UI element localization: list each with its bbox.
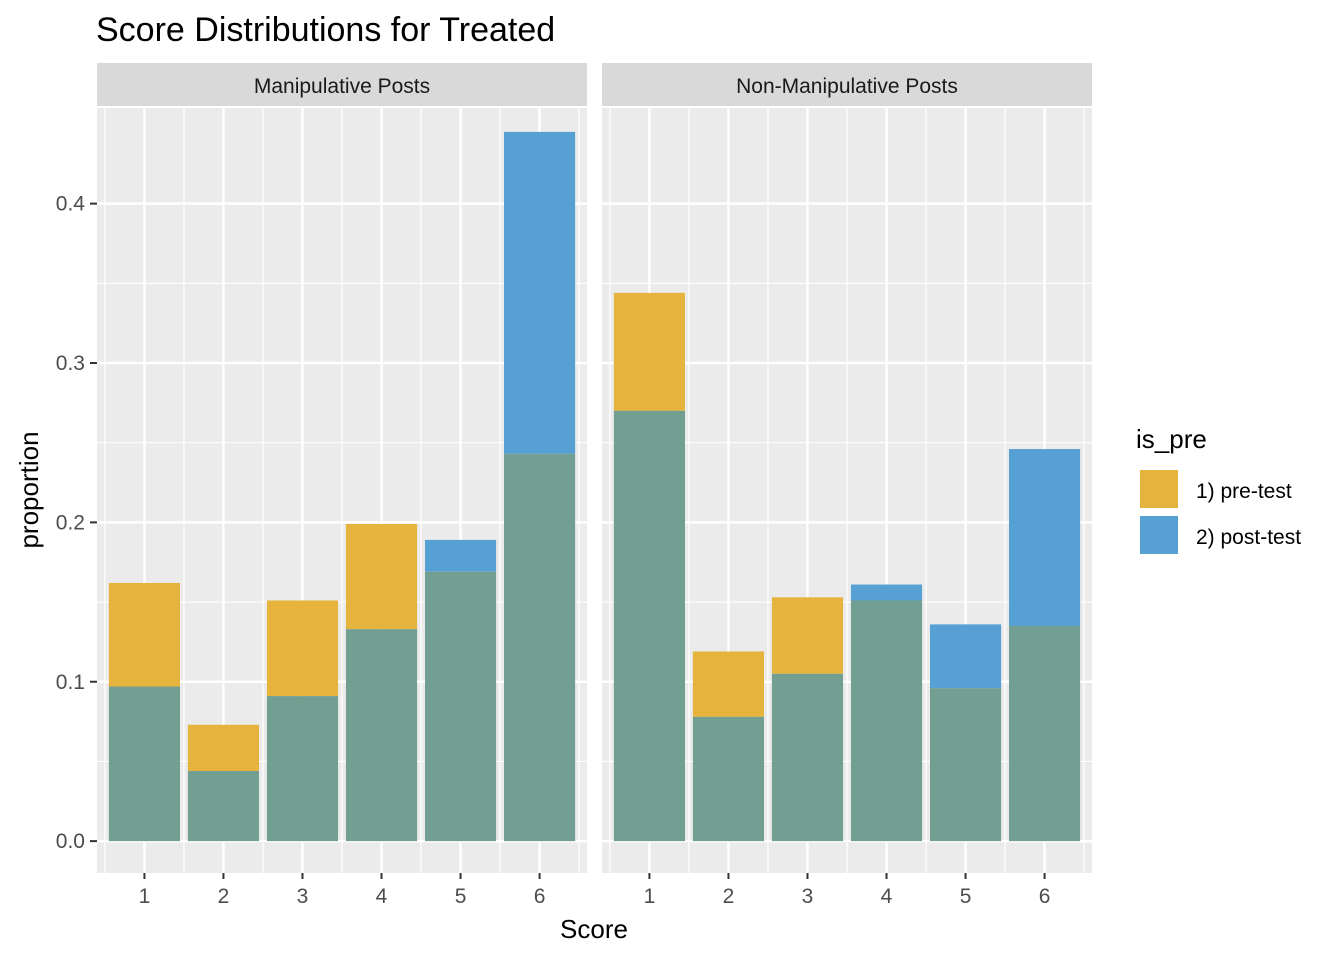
y-tick-label: 0.0 — [56, 830, 85, 853]
bar-overlap — [187, 771, 260, 842]
bar-pre-test-excess — [771, 597, 844, 674]
bar-post-test-excess — [504, 131, 576, 454]
x-tick-label: 6 — [534, 885, 546, 908]
bar-overlap — [108, 686, 180, 842]
bar-pre-test-excess — [692, 651, 765, 717]
x-tick-label: 2 — [723, 885, 735, 908]
bar-post-test-excess — [929, 624, 1002, 689]
y-axis: 0.0 0.1 0.2 0.3 0.4 — [56, 193, 97, 853]
y-tick-label: 0.3 — [56, 352, 85, 375]
legend-label-pre-test: 1) pre-test — [1196, 480, 1292, 503]
bar-overlap — [504, 453, 576, 842]
bar-pre-test-excess — [613, 292, 685, 411]
bar-overlap — [1009, 625, 1081, 842]
legend-swatch-pre-test — [1140, 470, 1178, 508]
bar-pre-test-excess — [266, 600, 339, 697]
bar-pre-test-excess — [345, 523, 418, 630]
bar-pre-test-excess — [187, 724, 260, 771]
y-tick-label: 0.4 — [56, 193, 86, 216]
legend-label-post-test: 2) post-test — [1196, 526, 1301, 549]
bar-post-test-excess — [850, 584, 923, 601]
x-tick-label: 4 — [881, 885, 893, 908]
panel-2: Non-Manipulative Posts 1 2 3 4 5 6 — [602, 63, 1092, 908]
bar-overlap — [613, 410, 685, 842]
x-tick-label: 5 — [960, 885, 972, 908]
x-tick-label: 3 — [802, 885, 814, 908]
x-axis-label: Score — [560, 914, 628, 944]
bar-overlap — [345, 629, 418, 842]
bar-overlap — [929, 688, 1002, 842]
bar-post-test-excess — [1009, 449, 1081, 626]
bar-pre-test-excess — [108, 582, 180, 687]
x-tick-label: 3 — [297, 885, 309, 908]
bar-overlap — [771, 673, 844, 842]
facet-strip — [602, 63, 1092, 106]
bar-overlap — [266, 696, 339, 842]
x-tick-label: 1 — [139, 885, 151, 908]
y-tick-label: 0.1 — [56, 671, 85, 694]
panel-1: Manipulative Posts 1 2 3 4 5 6 — [97, 63, 587, 908]
facet-label: Manipulative Posts — [254, 75, 430, 98]
facet-label: Non-Manipulative Posts — [736, 75, 958, 98]
y-axis-label: proportion — [14, 431, 44, 548]
x-tick-label: 1 — [644, 885, 656, 908]
bar-overlap — [424, 571, 497, 842]
chart-title: Score Distributions for Treated — [96, 11, 555, 49]
x-tick-label: 5 — [455, 885, 467, 908]
legend-swatch-post-test — [1140, 516, 1178, 554]
x-tick-label: 4 — [376, 885, 388, 908]
legend-title: is_pre — [1136, 424, 1207, 454]
bar-post-test-excess — [424, 539, 497, 572]
y-tick-label: 0.2 — [56, 511, 85, 534]
x-tick-label: 6 — [1039, 885, 1051, 908]
legend: is_pre 1) pre-test 2) post-test — [1136, 424, 1301, 556]
x-tick-label: 2 — [218, 885, 230, 908]
facet-strip — [97, 63, 587, 106]
bar-overlap — [850, 600, 923, 842]
bar-overlap — [692, 716, 765, 842]
